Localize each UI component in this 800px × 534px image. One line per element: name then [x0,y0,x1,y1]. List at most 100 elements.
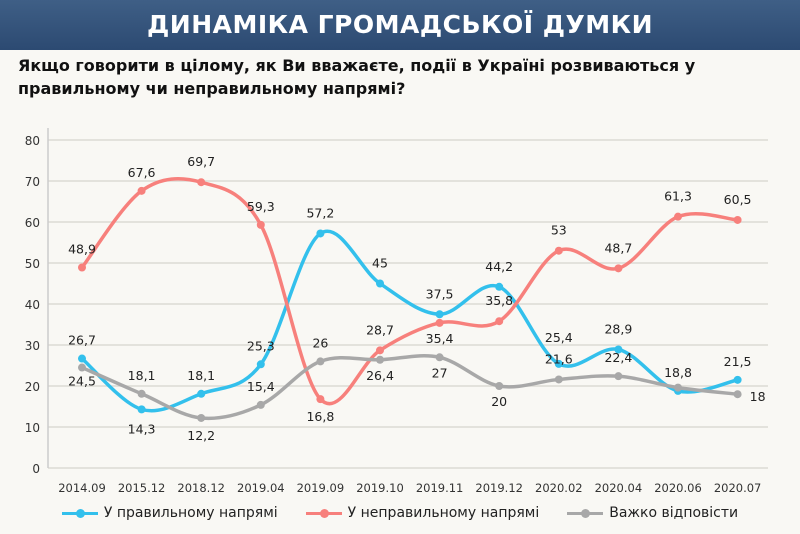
data-label: 20 [491,394,507,409]
data-point [554,375,563,384]
data-label: 35,8 [485,293,513,308]
data-point [376,279,384,288]
data-point [137,389,146,398]
data-point [435,353,444,362]
series-line [81,353,738,421]
data-point [674,383,682,392]
data-label: 26,7 [68,333,96,348]
data-point [256,220,265,229]
page-header: ДИНАМІКА ГРОМАДСЬКОЇ ДУМКИ [0,0,800,50]
data-label: 26,4 [366,368,394,383]
legend-swatch [567,508,604,518]
data-label: 61,3 [664,189,692,204]
y-tick-label: 80 [25,134,40,148]
data-label: 53 [551,223,567,238]
y-tick-label: 40 [25,298,40,312]
legend-label: У правильному напрямі [103,505,278,521]
data-label: 21,6 [545,351,573,366]
data-point [674,212,682,221]
y-tick-label: 0 [32,462,40,476]
data-point [376,355,384,364]
data-label: 24,5 [68,374,96,389]
y-tick-label: 70 [25,175,40,189]
data-point [733,375,742,384]
data-label: 18,8 [664,365,692,380]
data-point [733,215,742,224]
legend-item: Важко відповісти [567,505,738,521]
data-label: 27 [432,365,448,380]
data-label: 16,8 [306,409,334,424]
legend-item: У неправильному напрямі [305,505,540,521]
data-label: 12,2 [187,428,215,443]
y-tick-label: 50 [25,257,40,271]
x-tick-label: 2020.04 [595,481,643,495]
x-tick-label: 2020.02 [535,481,583,495]
legend-label: У неправильному напрямі [347,505,540,521]
x-tick-label: 2019.09 [297,481,345,495]
data-label: 35,4 [426,331,454,346]
data-label: 28,7 [366,322,394,337]
data-label: 57,2 [306,205,334,220]
data-point [614,264,623,273]
data-label: 48,7 [604,240,632,255]
data-point [316,395,325,404]
x-tick-label: 2014.09 [58,481,106,495]
survey-question: Якщо говорити в цілому, як Ви вважаєте, … [18,56,696,98]
data-point [435,310,444,319]
data-label: 67,6 [128,165,156,180]
x-tick-label: 2020.07 [714,481,762,495]
data-label: 22,4 [604,350,632,365]
data-label: 26 [312,335,328,350]
data-label: 60,5 [724,192,752,207]
y-tick-label: 30 [25,339,40,353]
data-label: 18,1 [187,368,215,383]
data-point [376,346,384,355]
data-point [554,359,563,368]
data-label: 25,3 [247,338,275,353]
data-point [78,354,86,363]
legend-label: Важко відповісти [609,505,739,521]
series-line [80,177,738,406]
legend-item: У правильному напрямі [61,505,278,521]
x-tick-label: 2015.12 [118,481,166,495]
data-label: 69,7 [187,154,215,169]
data-label: 18 [750,389,766,404]
header-title: ДИНАМІКА ГРОМАДСЬКОЇ ДУМКИ [147,10,653,39]
data-point [495,382,504,390]
data-point [495,317,504,326]
data-point [614,372,623,381]
data-point [495,282,504,291]
data-label: 48,9 [68,242,96,257]
data-point [197,389,206,398]
data-point [614,345,623,354]
x-tick-label: 2019.04 [237,481,285,495]
data-point [137,186,146,195]
x-tick-label: 2019.11 [416,481,464,495]
data-point [197,413,206,422]
data-point [197,178,206,187]
x-tick-label: 2018.12 [177,481,225,495]
y-tick-label: 60 [25,216,40,230]
data-point [256,360,265,369]
data-point [733,390,742,399]
data-point [316,357,325,366]
data-point [137,405,146,414]
data-label: 21,5 [724,354,752,369]
data-label: 28,9 [604,322,632,337]
x-tick-label: 2020.06 [654,481,702,495]
data-label: 45 [372,256,388,271]
data-label: 44,2 [485,259,513,274]
data-label: 18,1 [128,368,156,383]
data-point [554,246,563,255]
data-point [78,363,86,372]
chart-legend: У правильному напрямі У неправильному нап… [0,505,800,521]
x-tick-label: 2019.10 [356,481,404,495]
data-label: 25,4 [545,330,573,345]
legend-swatch [61,508,98,518]
data-point [256,400,265,409]
y-tick-label: 20 [25,380,40,394]
legend-swatch [305,508,342,518]
data-label: 59,3 [247,199,275,214]
data-label: 15,4 [247,379,275,394]
